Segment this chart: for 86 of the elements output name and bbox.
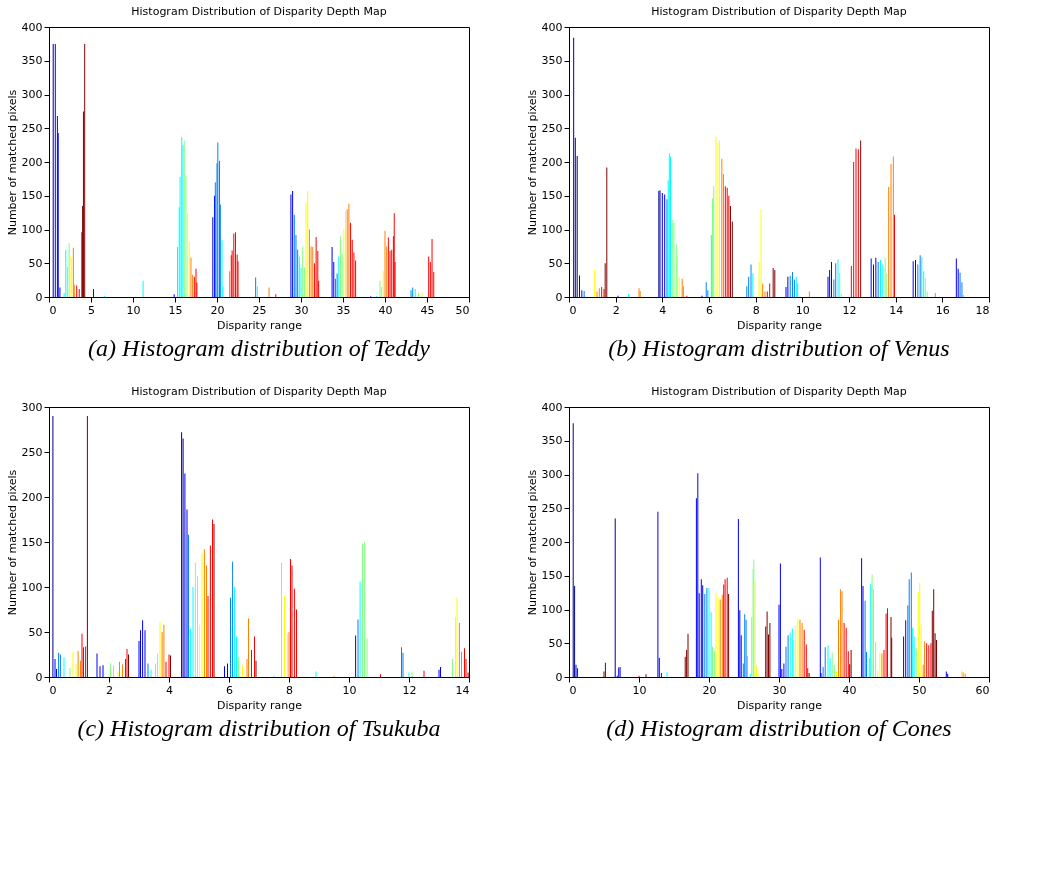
x-tick-label: 0 <box>49 683 57 697</box>
x-tick-label: 10 <box>126 303 141 317</box>
y-tick-label: 150 <box>21 189 43 203</box>
y-tick-label: 300 <box>21 400 43 414</box>
x-tick-label: 10 <box>342 683 357 697</box>
x-tick-label: 15 <box>168 303 183 317</box>
x-tick-label: 10 <box>795 303 810 317</box>
x-axis-title: Disparity range <box>737 698 823 712</box>
chart-title: Histogram Distribution of Disparity Depth Map <box>131 5 387 18</box>
x-tick-label: 40 <box>378 303 393 317</box>
x-tick-label: 8 <box>286 683 293 697</box>
y-axis-title: Number of matched pixels <box>5 89 19 236</box>
x-tick-label: 20 <box>702 683 717 697</box>
y-tick-label: 0 <box>555 670 563 684</box>
x-tick-label: 18 <box>975 303 990 317</box>
y-tick-label: 350 <box>541 54 563 68</box>
x-tick-label: 4 <box>659 303 667 317</box>
x-tick-label: 20 <box>210 303 225 317</box>
y-tick-label: 250 <box>21 445 43 459</box>
y-tick-label: 50 <box>548 636 563 650</box>
y-tick-label: 150 <box>541 189 563 203</box>
x-tick-label: 6 <box>226 683 233 697</box>
x-tick-label: 40 <box>842 683 857 697</box>
y-tick-label: 100 <box>21 580 43 594</box>
y-tick-label: 300 <box>21 88 43 101</box>
y-tick-label: 200 <box>541 535 563 549</box>
x-tick-label: 6 <box>706 303 713 317</box>
y-tick-label: 0 <box>35 290 43 304</box>
x-tick-label: 12 <box>402 683 417 697</box>
x-tick-label: 35 <box>336 303 351 317</box>
x-tick-label: 16 <box>935 303 950 317</box>
x-tick-label: 30 <box>772 683 787 697</box>
x-axis-title: Disparity range <box>737 318 823 332</box>
x-tick-label: 60 <box>975 683 990 697</box>
x-tick-label: 14 <box>889 303 904 317</box>
y-tick-label: 350 <box>541 434 563 448</box>
x-tick-label: 12 <box>842 303 857 317</box>
y-tick-label: 100 <box>21 223 43 236</box>
y-tick-label: 200 <box>21 490 43 504</box>
y-tick-label: 250 <box>21 121 43 135</box>
x-axis-title: Disparity range <box>217 698 303 712</box>
x-tick-label: 5 <box>88 303 95 317</box>
y-axis-title: Number of matched pixels <box>525 89 539 236</box>
x-tick-label: 50 <box>455 303 470 317</box>
x-tick-label: 4 <box>166 683 173 697</box>
y-tick-label: 0 <box>555 290 563 304</box>
y-axis-title: Number of matched pixels <box>525 469 539 616</box>
y-tick-label: 50 <box>28 256 43 270</box>
text: (b) Histogram distribution of Venus <box>608 335 950 361</box>
x-tick-label: 25 <box>252 303 267 317</box>
x-tick-label: 0 <box>569 303 577 317</box>
y-tick-label: 250 <box>541 501 563 515</box>
y-tick-label: 400 <box>21 20 43 34</box>
x-tick-label: 50 <box>912 683 927 697</box>
chart-title: Histogram Distribution of Disparity Depth Map <box>131 385 387 398</box>
y-tick-label: 50 <box>548 256 563 270</box>
chart-title: Histogram Distribution of Disparity Depth Map <box>651 385 907 398</box>
y-tick-label: 300 <box>541 468 563 481</box>
x-tick-label: 30 <box>294 303 309 317</box>
chart-title: Histogram Distribution of Disparity Depth Map <box>651 5 907 18</box>
x-tick-label: 8 <box>752 303 760 317</box>
y-tick-label: 400 <box>541 400 563 414</box>
y-tick-label: 0 <box>35 670 43 684</box>
y-tick-label: 350 <box>21 54 43 68</box>
x-tick-label: 10 <box>632 683 647 697</box>
y-axis-title: Number of matched pixels <box>5 469 19 616</box>
x-tick-label: 2 <box>612 303 620 317</box>
y-tick-label: 150 <box>21 535 43 549</box>
y-tick-label: 250 <box>541 121 563 135</box>
x-tick-label: 14 <box>455 683 470 697</box>
y-tick-label: 200 <box>541 155 563 169</box>
y-tick-label: 200 <box>21 155 43 169</box>
text: (d) Histogram distribution of Cones <box>606 715 952 741</box>
text: (a) Histogram distribution of Teddy <box>88 335 431 361</box>
y-tick-label: 150 <box>541 569 563 583</box>
x-tick-label: 0 <box>569 683 577 697</box>
x-tick-label: 2 <box>106 683 113 697</box>
y-tick-label: 50 <box>28 625 43 639</box>
x-axis-title: Disparity range <box>217 318 303 332</box>
y-tick-label: 300 <box>541 88 563 101</box>
text: (c) Histogram distribution of Tsukuba <box>77 715 441 741</box>
x-tick-label: 0 <box>49 303 57 317</box>
y-tick-label: 400 <box>541 20 563 34</box>
x-tick-label: 45 <box>420 303 435 317</box>
y-tick-label: 100 <box>541 603 563 616</box>
y-tick-label: 100 <box>541 223 563 236</box>
